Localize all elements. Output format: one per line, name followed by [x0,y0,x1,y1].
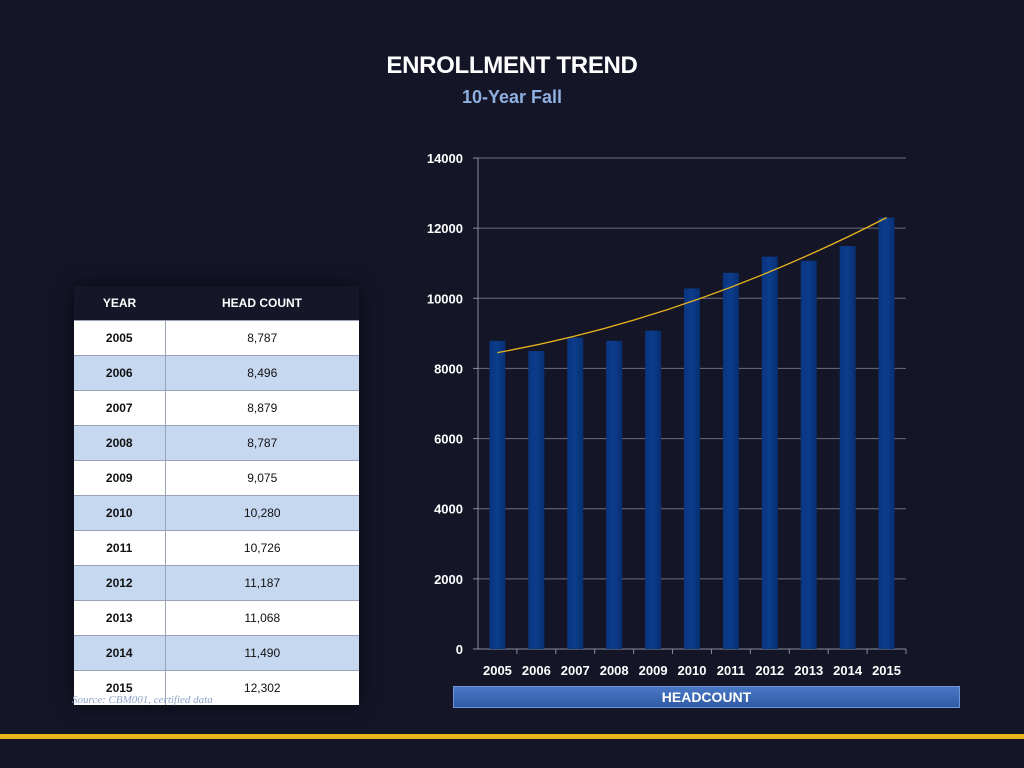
table-row: 2014 11,490 [74,635,359,671]
header-head-count: HEAD COUNT [165,286,359,321]
footer-accent-line [0,734,1024,739]
year-cell: 2011 [74,530,166,566]
headcount-cell: 11,187 [165,565,359,601]
headcount-cell: 12,302 [165,670,359,705]
x-axis-label: HEADCOUNT [453,686,960,708]
table-header-row: YEAR HEAD COUNT [74,286,359,321]
table-row: 2015 12,302 [74,670,359,705]
headcount-cell: 9,075 [165,460,359,496]
headcount-cell: 11,068 [165,600,359,636]
headcount-cell: 8,496 [165,355,359,391]
headcount-cell: 8,787 [165,320,359,356]
x-tick-label: 2014 [833,663,863,678]
year-cell: 2006 [74,355,166,391]
bar [645,330,662,649]
bar [722,272,739,649]
headcount-cell: 11,490 [165,635,359,671]
year-cell: 2007 [74,390,166,426]
headcount-cell: 8,787 [165,425,359,461]
x-tick-label: 2015 [872,663,901,678]
bar [684,288,700,649]
x-tick-label: 2008 [600,663,629,678]
y-tick-label: 14000 [427,151,463,166]
y-tick-label: 4000 [434,502,463,517]
table-row: 2007 8,879 [74,390,359,426]
table-row: 2011 10,726 [74,530,359,566]
chart-subtitle: 10-Year Fall [461,87,563,107]
x-tick-label: 2011 [717,663,745,678]
y-tick-label: 10000 [427,291,463,306]
header-year: YEAR [74,286,165,321]
headcount-cell: 10,280 [165,495,359,531]
bar [761,256,778,649]
table-row: 2005 8,787 [74,320,359,356]
table-row: 2009 9,075 [74,460,359,496]
year-cell: 2010 [74,495,166,531]
x-tick-label: 2005 [483,663,512,678]
chart-title: ENROLLMENT TREND [386,52,638,79]
bar [606,340,623,649]
table-row: 2010 10,280 [74,495,359,531]
bar [567,337,584,649]
bar [489,340,506,649]
table-row: 2013 11,068 [74,600,359,636]
headcount-cell: 8,879 [165,390,359,426]
year-cell: 2013 [74,600,166,636]
enrollment-table: YEAR HEAD COUNT 2005 8,787 2006 8,496 2007… [74,286,359,705]
x-tick-label: 2013 [794,663,823,678]
headcount-cell: 10,726 [165,530,359,566]
x-tick-label: 2010 [678,663,707,678]
bar [878,217,895,650]
y-tick-label: 0 [456,642,463,657]
year-cell: 2015 [74,670,166,705]
x-tick-label: 2006 [522,663,551,678]
x-tick-label: 2012 [755,663,784,678]
year-cell: 2008 [74,425,166,461]
year-cell: 2012 [74,565,166,601]
bar [839,246,856,649]
year-cell: 2014 [74,635,166,671]
x-tick-label: 2007 [561,663,590,678]
bar [528,351,545,649]
bar [800,260,817,649]
y-tick-label: 12000 [427,221,463,236]
y-tick-label: 6000 [434,432,463,447]
year-cell: 2009 [74,460,166,496]
table-row: 2008 8,787 [74,425,359,461]
table-row: 2012 11,187 [74,565,359,601]
y-tick-label: 2000 [434,572,463,587]
y-tick-label: 8000 [434,361,463,376]
trend-line [497,217,887,354]
year-cell: 2005 [74,320,166,356]
x-tick-label: 2009 [639,663,668,678]
source-note: Source: CBM001, certified data [72,694,213,706]
table-row: 2006 8,496 [74,355,359,391]
